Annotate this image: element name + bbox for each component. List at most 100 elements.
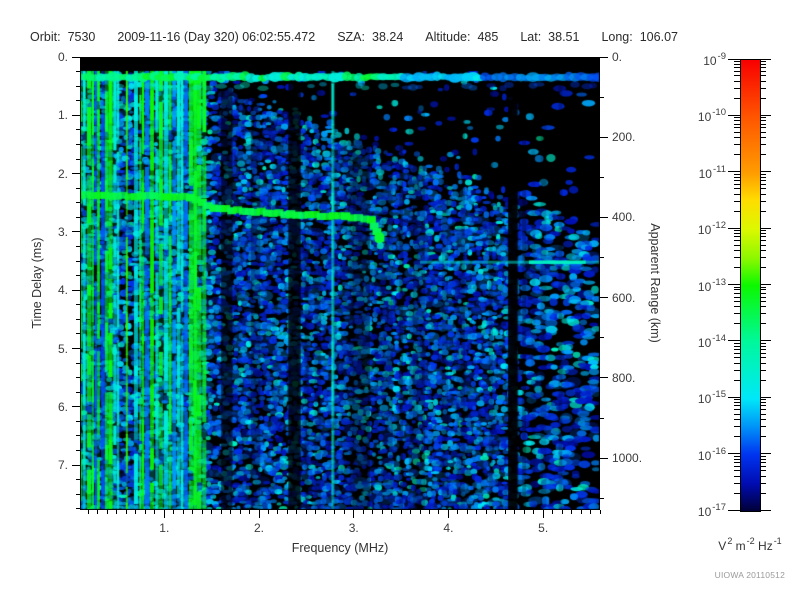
- y2-tick-label: 800.: [612, 370, 636, 385]
- x-minor-tick: [410, 510, 412, 514]
- x-minor-tick: [391, 510, 393, 514]
- y-minor-tick: [76, 129, 80, 131]
- colorbar-minor-tick: [734, 244, 740, 246]
- y-minor-tick: [76, 362, 80, 364]
- colorbar-minor-tick: [734, 426, 740, 428]
- colorbar-major-tick: [761, 114, 771, 116]
- altitude-value: 485: [477, 30, 499, 44]
- long-field: Long: 106.07: [601, 30, 678, 44]
- colorbar-minor-tick: [734, 87, 740, 89]
- colorbar-minor-tick: [761, 349, 766, 351]
- x-minor-tick: [173, 510, 175, 514]
- y2-major-tick: [600, 136, 608, 138]
- y-tick-label: 2.: [57, 166, 68, 181]
- y-minor-tick: [76, 187, 80, 189]
- lat-label: Lat:: [520, 30, 542, 44]
- x-minor-tick: [249, 510, 251, 514]
- colorbar-minor-tick: [734, 306, 740, 308]
- colorbar-units-label: V2 m-2 Hz-1: [718, 536, 782, 553]
- x-minor-tick: [135, 510, 137, 514]
- x-tick-label: 1.: [159, 521, 170, 535]
- y-major-tick: [72, 56, 80, 58]
- colorbar-exponent: -12: [712, 220, 726, 232]
- x-minor-tick: [599, 510, 601, 514]
- colorbar-major-tick: [761, 396, 771, 398]
- y2-major-tick: [600, 297, 608, 299]
- colorbar-minor-tick: [734, 323, 740, 325]
- x-minor-tick: [277, 510, 279, 514]
- colorbar-minor-tick: [761, 300, 766, 302]
- x-minor-tick: [438, 510, 440, 514]
- x-minor-tick: [571, 510, 573, 514]
- colorbar-minor-tick: [761, 455, 766, 457]
- colorbar-major-tick: [761, 453, 771, 455]
- x-minor-tick: [523, 510, 525, 514]
- colorbar-minor-tick: [734, 188, 740, 190]
- units-exponent: -2: [746, 536, 755, 546]
- long-value: 106.07: [639, 30, 678, 44]
- colorbar-minor-tick: [761, 137, 766, 139]
- y-minor-tick: [76, 202, 80, 204]
- colorbar-tick-label: 10-13: [697, 276, 726, 294]
- colorbar-minor-tick: [734, 80, 740, 82]
- colorbar-minor-tick: [734, 419, 740, 421]
- y-minor-tick: [76, 71, 80, 73]
- colorbar-minor-tick: [761, 405, 766, 407]
- colorbar-minor-tick: [761, 357, 766, 359]
- colorbar-minor-tick: [734, 97, 740, 99]
- colorbar-minor-tick: [761, 75, 766, 77]
- x-tick-label: 5.: [538, 521, 549, 535]
- colorbar-minor-tick: [761, 154, 766, 156]
- colorbar-minor-tick: [761, 296, 766, 298]
- x-minor-tick: [97, 510, 99, 514]
- colorbar-minor-tick: [761, 345, 766, 347]
- y-major-tick: [72, 231, 80, 233]
- colorbar-exponent: -13: [712, 276, 726, 288]
- colorbar-minor-tick: [734, 436, 740, 438]
- x-minor-tick: [485, 510, 487, 514]
- y-minor-tick: [76, 391, 80, 393]
- colorbar-minor-tick: [734, 399, 740, 401]
- colorbar-tick-label: 10-14: [697, 332, 726, 350]
- x-minor-tick: [230, 510, 232, 514]
- colorbar-minor-tick: [734, 267, 740, 269]
- lat-field: Lat: 38.51: [520, 30, 579, 44]
- colorbar-tick-label: 10-17: [697, 502, 726, 519]
- colorbar-minor-tick: [761, 80, 766, 82]
- colorbar-minor-tick: [761, 352, 766, 354]
- colorbar-minor-tick: [734, 349, 740, 351]
- colorbar-minor-tick: [761, 413, 766, 415]
- y-minor-tick: [76, 377, 80, 379]
- altitude-field: Altitude: 485: [425, 30, 498, 44]
- x-minor-tick: [116, 510, 118, 514]
- colorbar-minor-tick: [761, 313, 766, 315]
- y-minor-tick: [76, 260, 80, 262]
- colorbar-exponent: -14: [712, 332, 726, 344]
- colorbar-minor-tick: [734, 144, 740, 146]
- colorbar-minor-tick: [761, 436, 766, 438]
- colorbar-minor-tick: [761, 465, 766, 467]
- colorbar-exponent: -16: [712, 445, 726, 457]
- colorbar-minor-tick: [734, 173, 740, 175]
- y-minor-tick: [76, 216, 80, 218]
- x-tick-label: 4.: [443, 521, 454, 535]
- x-minor-tick: [220, 510, 222, 514]
- x-minor-tick: [561, 510, 563, 514]
- colorbar-minor-tick: [734, 402, 740, 404]
- datetime-field: 2009-11-16 (Day 320) 06:02:55.472: [117, 30, 315, 44]
- x-major-tick: [542, 510, 544, 518]
- colorbar-minor-tick: [734, 123, 740, 125]
- colorbar-minor-tick: [734, 465, 740, 467]
- y-minor-tick: [76, 450, 80, 452]
- x-minor-tick: [343, 510, 345, 514]
- x-minor-tick: [125, 510, 127, 514]
- colorbar-minor-tick: [734, 413, 740, 415]
- x-major-tick: [447, 510, 449, 518]
- colorbar-major-tick: [728, 284, 740, 285]
- colorbar-minor-tick: [734, 154, 740, 156]
- colorbar-minor-tick: [761, 475, 766, 477]
- x-minor-tick: [372, 510, 374, 514]
- colorbar-minor-tick: [734, 210, 740, 212]
- colorbar-major-tick: [728, 453, 740, 455]
